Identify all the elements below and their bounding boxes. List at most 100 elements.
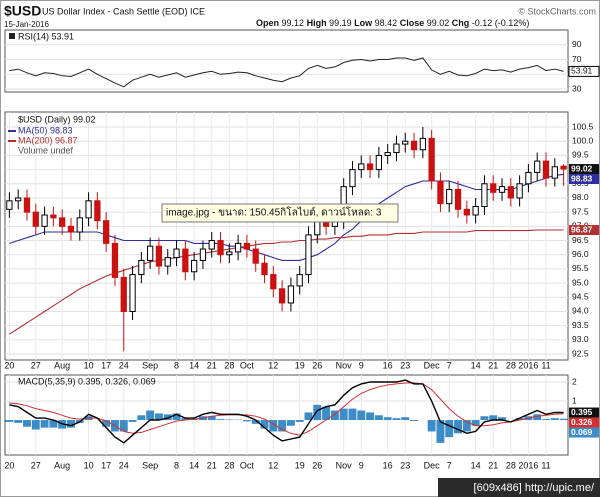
x-tick-label: 7 [447,460,452,470]
histogram-bar [498,417,506,421]
candle-body [76,217,83,233]
quote-label: High [307,18,327,28]
histogram-bar [119,420,128,432]
y-tick-label: 95.0 [572,277,589,287]
candle-body [375,154,383,171]
candle-body [147,245,154,261]
histogram-bar [31,420,40,430]
x-tick-label: 16 [383,360,393,370]
candle-body [217,240,224,256]
y-tick-label: 2 [572,376,577,386]
y-tick-label: 92.5 [572,348,589,358]
candle-body [243,242,251,250]
candle-body [234,242,242,253]
histogram-bar [216,419,225,421]
candle-body [6,200,13,210]
quote: Open 99.12 High 99.19 Low 98.42 Close 99… [256,18,529,28]
candle-body [85,200,92,219]
quote-label: Chg [452,18,470,28]
histogram-bar [154,413,163,421]
candle-body [349,169,356,188]
quote-label: Close [400,18,425,28]
histogram-bar [348,408,357,421]
candle-body [208,240,215,250]
x-tick-label: 20 [4,460,14,470]
candle-body [525,171,532,185]
histogram-bar [146,410,155,421]
value-box-label: 98.83 [571,173,593,183]
x-tick-label: 23 [400,460,410,470]
histogram-bar [471,420,480,426]
moving-average [9,229,564,335]
y-tick-label: 94.5 [572,292,589,302]
candle-body [155,245,163,267]
candle-body [182,248,189,273]
histogram-bar [462,420,471,432]
y-tick-label: 98.0 [572,192,589,202]
x-tick-label: 24 [119,460,129,470]
quote-label: Low [354,18,373,28]
x-tick-label: 17 [101,460,111,470]
x-tick-label: 16 [383,460,393,470]
x-tick-label: 23 [400,360,410,370]
histogram-bar [286,420,295,426]
y-tick-label: 1 [572,395,577,405]
candle-body [164,257,171,267]
candle-body [287,285,295,304]
rsi-line [9,57,564,88]
candle-body [560,165,567,170]
x-tick-label: 8 [174,460,179,470]
candle-body [261,262,268,276]
candle-body [199,248,207,261]
x-tick-label: 2016 [518,360,538,370]
x-tick-label: 21 [488,460,498,470]
candle-body [507,186,514,199]
y-tick-label: 95.5 [572,263,589,273]
legend-label: MA(200) 96.87 [18,135,78,145]
candle-body [296,274,303,287]
histogram-bar [49,420,58,428]
x-tick-label: 26 [312,460,322,470]
value-box-label: 96.87 [571,224,593,234]
histogram-bar [489,415,498,421]
tooltip: image.jpg - ขนาด: 150.45กิโลไบต์, ดาวน์โ… [166,206,382,219]
candle-body [32,211,39,227]
candle-body [94,200,101,222]
y-tick-label: 93.5 [572,320,589,330]
histogram-bar [339,408,348,421]
x-tick-label: 8 [174,360,179,370]
x-tick-label: 14 [189,460,199,470]
histogram-bar [392,418,401,421]
x-tick-label: 21 [488,360,498,370]
x-tick-label: 19 [295,460,305,470]
histogram-bar [137,415,146,421]
x-tick-label: 21 [207,460,217,470]
x-tick-label: Dec [424,360,441,370]
candle-body [138,259,145,276]
histogram-bar [225,419,234,421]
y-tick-label: 100.0 [572,135,594,145]
candle-body [481,183,488,207]
x-tick-label: 7 [447,360,452,370]
macd-line [9,379,564,444]
histogram-bar [5,420,14,422]
candle-body [402,140,409,145]
histogram-bar [172,413,181,421]
value-box-label: 0.395 [571,407,593,417]
panel [4,111,569,361]
candle-body [498,186,506,193]
histogram-bar [23,420,31,427]
quote-value: 99.12 [282,18,305,28]
candle-body [173,248,180,259]
histogram-bar [163,414,172,421]
x-tick-label: Aug [54,360,70,370]
value-box-label: 99.02 [571,163,593,173]
legend-label: Volume undef [18,145,74,155]
candle-body [226,251,233,256]
candle-body [252,248,259,264]
signal-line [9,382,564,436]
footer-bar [438,478,600,497]
x-tick-label: 28 [224,460,234,470]
candle-body [428,137,435,182]
x-tick-label: Nov [336,360,353,370]
